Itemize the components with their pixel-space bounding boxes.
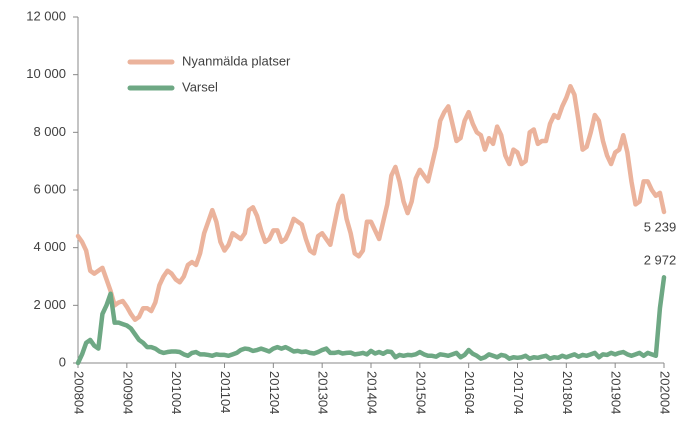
y-tick-label: 2 000 bbox=[33, 297, 66, 312]
x-tick-label: 201204 bbox=[267, 371, 282, 414]
x-tick-label: 201104 bbox=[218, 371, 233, 413]
y-tick-label: 4 000 bbox=[33, 239, 66, 254]
y-tick-label: 10 000 bbox=[26, 66, 66, 81]
x-tick-label: 200804 bbox=[72, 371, 87, 414]
y-tick-label: 12 000 bbox=[26, 8, 66, 23]
y-tick-label: 8 000 bbox=[33, 124, 66, 139]
legend-label: Nyanmälda platser bbox=[182, 53, 291, 68]
x-tick-label: 201904 bbox=[609, 371, 624, 414]
x-tick-label: 200904 bbox=[120, 371, 135, 414]
x-tick-label: 201004 bbox=[169, 371, 184, 414]
x-tick-label: 201804 bbox=[560, 371, 575, 414]
x-tick-label: 201504 bbox=[413, 371, 428, 414]
series-line bbox=[75, 83, 667, 322]
x-tick-label: 201604 bbox=[462, 371, 477, 414]
y-tick-label: 0 bbox=[59, 354, 66, 369]
legend-label: Varsel bbox=[182, 79, 218, 94]
data-label: 5 239 bbox=[644, 219, 677, 234]
x-tick-label: 201704 bbox=[511, 371, 526, 414]
x-tick-label: 201404 bbox=[365, 371, 380, 414]
series-line bbox=[75, 275, 667, 366]
y-tick-label: 6 000 bbox=[33, 181, 66, 196]
data-label: 2 972 bbox=[644, 253, 677, 268]
x-tick-label: 202004 bbox=[658, 371, 673, 414]
x-tick-label: 201304 bbox=[316, 371, 331, 414]
